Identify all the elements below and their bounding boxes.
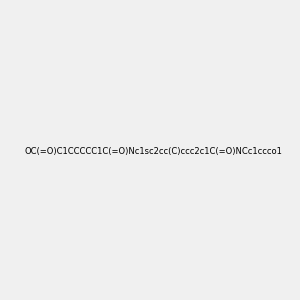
Text: OC(=O)C1CCCCC1C(=O)Nc1sc2cc(C)ccc2c1C(=O)NCc1ccco1: OC(=O)C1CCCCC1C(=O)Nc1sc2cc(C)ccc2c1C(=O… [25, 147, 283, 156]
